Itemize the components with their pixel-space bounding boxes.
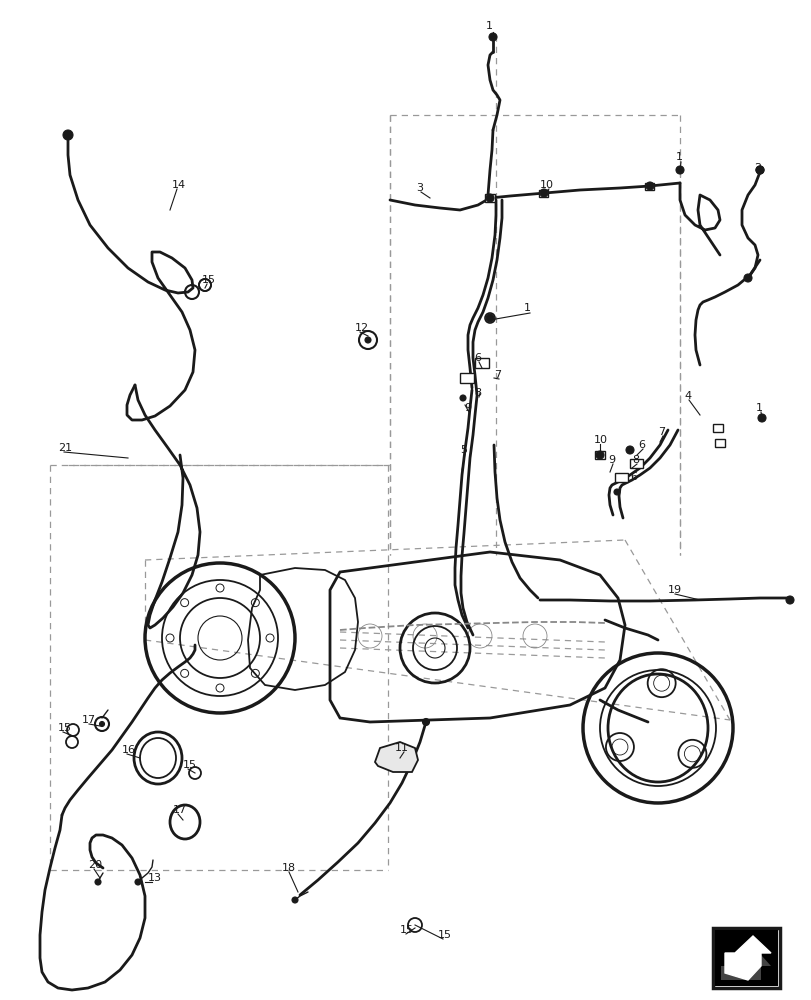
Circle shape [625,446,633,454]
Text: 18: 18 [281,863,296,873]
Circle shape [595,451,603,459]
Text: 8: 8 [631,455,638,465]
Circle shape [743,274,751,282]
Text: 1: 1 [755,403,762,413]
Text: 6: 6 [629,472,636,482]
Text: 17: 17 [82,715,96,725]
Text: 3: 3 [415,183,423,193]
Circle shape [646,182,653,190]
Bar [712,928,779,988]
Bar [594,451,604,459]
Text: 19: 19 [667,585,681,595]
Circle shape [757,414,765,422]
Polygon shape [720,946,770,980]
Polygon shape [375,742,418,772]
Text: 1: 1 [523,303,530,313]
Bar [460,373,474,383]
Circle shape [95,879,101,885]
Circle shape [676,166,683,174]
Text: 1: 1 [486,21,492,31]
Circle shape [755,166,763,174]
Circle shape [488,33,496,41]
Text: 15: 15 [202,275,216,285]
Text: 2: 2 [753,163,760,173]
Text: 14: 14 [172,180,186,190]
Circle shape [486,194,493,202]
Text: 10: 10 [594,435,607,445]
Bar [714,439,724,447]
Circle shape [785,596,793,604]
Text: 9: 9 [463,403,470,413]
Bar [645,183,654,190]
Text: 17: 17 [173,805,187,815]
Circle shape [365,337,371,343]
Polygon shape [724,936,770,980]
Circle shape [135,879,141,885]
Circle shape [460,395,466,401]
Bar [615,473,628,482]
Circle shape [422,718,429,726]
Circle shape [613,489,620,495]
Text: 13: 13 [148,873,162,883]
Bar [714,930,777,986]
Text: 7: 7 [493,370,500,380]
Text: 15: 15 [400,925,414,935]
Text: 15: 15 [437,930,452,940]
Text: 8: 8 [474,388,481,398]
Text: 6: 6 [474,353,480,363]
Text: 5: 5 [460,445,466,455]
Text: 16: 16 [122,745,135,755]
Circle shape [755,166,763,174]
Text: 15: 15 [58,723,72,733]
Text: 20: 20 [88,860,102,870]
Text: 1: 1 [676,152,682,162]
Text: 4: 4 [683,391,690,401]
Text: 11: 11 [394,743,409,753]
Bar [484,194,495,202]
Bar [629,458,642,468]
Bar [712,424,722,432]
Circle shape [539,189,547,197]
Circle shape [292,897,298,903]
Text: 12: 12 [354,323,369,333]
Circle shape [63,130,73,140]
Text: 15: 15 [182,760,197,770]
Bar [474,358,488,368]
Text: 10: 10 [539,180,553,190]
Text: 7: 7 [657,427,664,437]
Bar [539,190,547,197]
Circle shape [100,722,105,726]
Circle shape [486,314,493,322]
Text: 6: 6 [637,440,644,450]
Text: 21: 21 [58,443,72,453]
Text: 9: 9 [607,455,615,465]
